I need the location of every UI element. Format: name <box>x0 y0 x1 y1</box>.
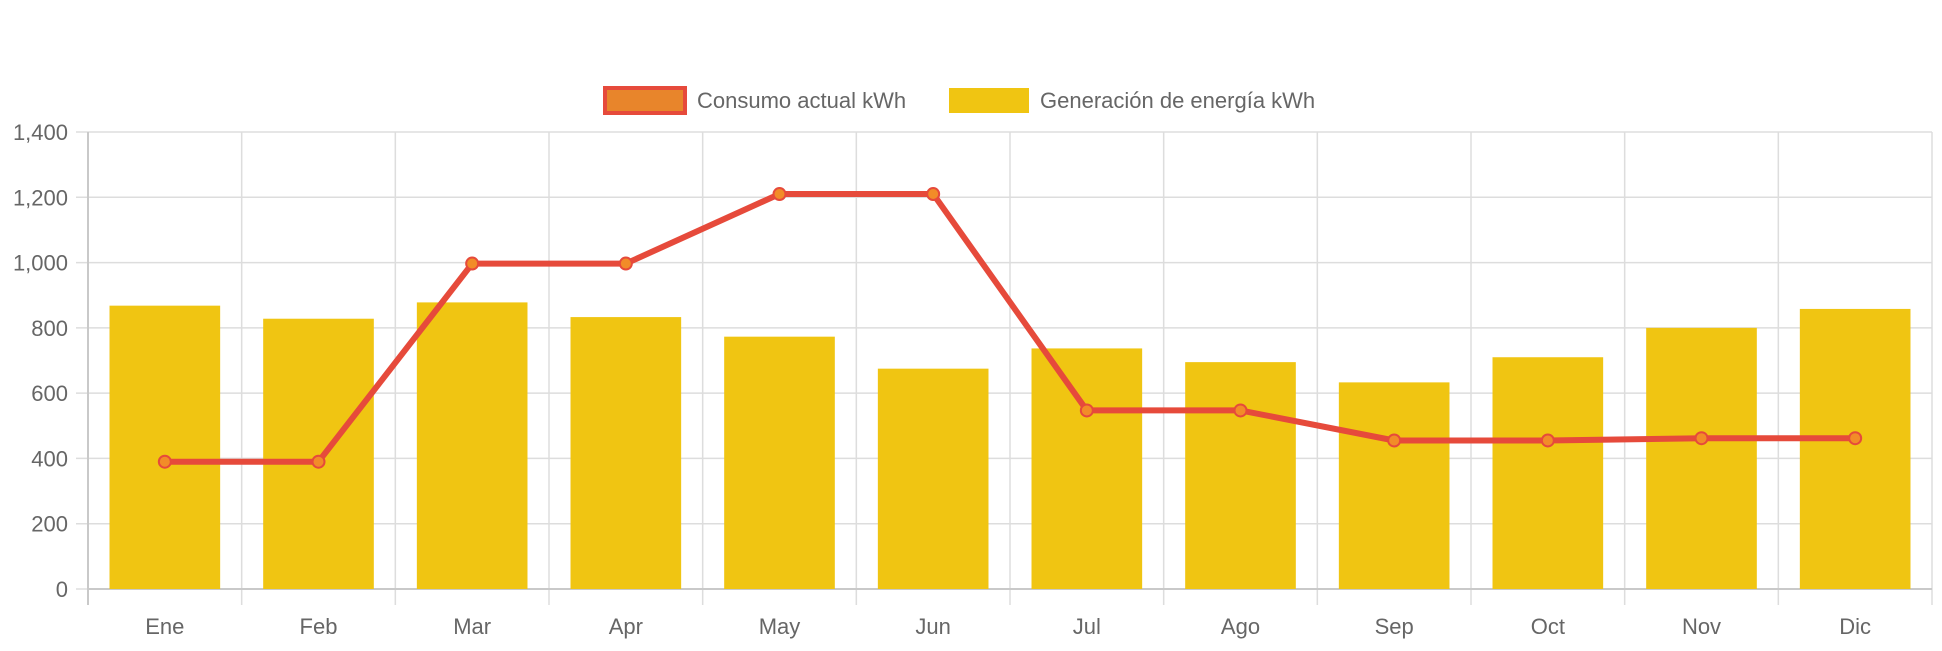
bars <box>109 302 1911 589</box>
legend-item-generacion[interactable]: Generación de energía kWh <box>949 88 1315 113</box>
legend-swatch-consumo <box>603 86 687 115</box>
x-tick-label: Apr <box>609 614 643 639</box>
line-point[interactable] <box>1233 403 1248 418</box>
legend-label-consumo: Consumo actual kWh <box>697 88 906 113</box>
x-tick-label: Jun <box>915 614 950 639</box>
legend-item-consumo[interactable]: Consumo actual kWh <box>603 86 906 115</box>
bar[interactable] <box>416 302 528 589</box>
y-tick-label: 0 <box>56 577 68 602</box>
x-tick-label: Nov <box>1682 614 1721 639</box>
x-tick-label: Mar <box>453 614 491 639</box>
y-tick-label: 800 <box>31 316 68 341</box>
x-tick-label: Sep <box>1375 614 1414 639</box>
line-point[interactable] <box>926 187 941 202</box>
legend-label-generacion: Generación de energía kWh <box>1040 88 1315 113</box>
x-tick-label: Oct <box>1531 614 1565 639</box>
x-tick-label: Dic <box>1839 614 1871 639</box>
line-point[interactable] <box>1387 433 1402 448</box>
x-tick-label: Ene <box>145 614 184 639</box>
line-point[interactable] <box>1848 431 1863 446</box>
line-point[interactable] <box>465 256 480 271</box>
x-tick-label: Jul <box>1073 614 1101 639</box>
bar[interactable] <box>1338 382 1450 589</box>
bar[interactable] <box>877 368 989 589</box>
bar[interactable] <box>109 305 221 589</box>
consumo-line <box>161 191 1859 465</box>
bar[interactable] <box>724 336 835 589</box>
legend[interactable]: Consumo actual kWh Generación de energía… <box>603 86 1315 115</box>
bar[interactable] <box>1185 362 1296 589</box>
line-point[interactable] <box>772 187 787 202</box>
bar[interactable] <box>570 317 682 589</box>
line-point[interactable] <box>157 454 172 469</box>
line-point[interactable] <box>311 454 326 469</box>
axes-labels: 0 200 400 600 800 1,000 1,200 1,400 Ene Feb Mar Apr… <box>13 120 1871 639</box>
bar[interactable] <box>1646 327 1757 589</box>
bar[interactable] <box>1492 357 1604 589</box>
y-tick-label: 1,000 <box>13 251 68 276</box>
y-tick-label: 600 <box>31 381 68 406</box>
bar[interactable] <box>1031 348 1143 589</box>
grid <box>76 131 1933 605</box>
line-point[interactable] <box>1540 433 1555 448</box>
line-point[interactable] <box>1694 431 1709 446</box>
y-tick-label: 1,200 <box>13 185 68 210</box>
bar[interactable] <box>263 318 374 589</box>
bar[interactable] <box>1799 308 1911 589</box>
line-series <box>157 187 1863 469</box>
x-tick-label: Feb <box>300 614 338 639</box>
line-point[interactable] <box>618 256 633 271</box>
x-tick-label: Ago <box>1221 614 1260 639</box>
x-tick-label: May <box>759 614 801 639</box>
line-point[interactable] <box>1079 403 1094 418</box>
legend-swatch-generacion <box>949 88 1029 113</box>
y-tick-label: 200 <box>31 512 68 537</box>
y-tick-label: 1,400 <box>13 120 68 145</box>
y-tick-label: 400 <box>31 446 68 471</box>
